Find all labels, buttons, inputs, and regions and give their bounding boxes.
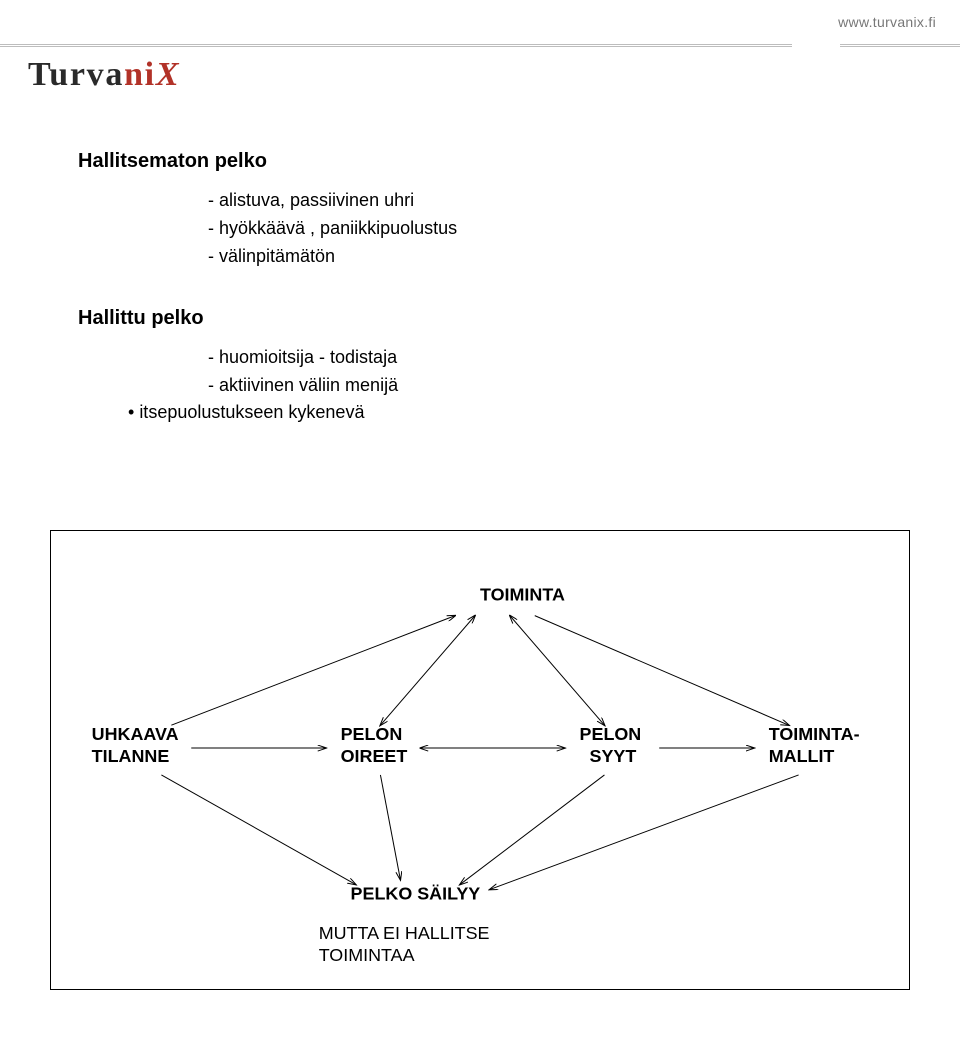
diagram-arrows <box>161 616 798 890</box>
page: www.turvanix.fi TurvaniX Hallitsematon p… <box>0 0 960 1044</box>
diagram-container: TOIMINTAUHKAAVATILANNEPELONOIREETPELONSY… <box>50 530 910 990</box>
svg-text:PELON: PELON <box>580 724 642 744</box>
logo-ni: ni <box>124 56 156 93</box>
section2-line-0: - huomioitsija - todistaja <box>208 344 900 372</box>
svg-text:MALLIT: MALLIT <box>769 746 835 766</box>
svg-text:TOIMINTA-: TOIMINTA- <box>769 724 860 744</box>
svg-text:SYYT: SYYT <box>590 746 637 766</box>
diagram-labels: TOIMINTAUHKAAVATILANNEPELONOIREETPELONSY… <box>92 585 860 965</box>
diagram-svg: TOIMINTAUHKAAVATILANNEPELONOIREETPELONSY… <box>51 531 909 989</box>
svg-text:UHKAAVA: UHKAAVA <box>92 724 179 744</box>
header-url: www.turvanix.fi <box>838 14 936 30</box>
svg-text:MUTTA EI HALLITSE: MUTTA EI HALLITSE <box>319 923 490 943</box>
header-rule-left <box>0 44 792 47</box>
svg-text:TILANNE: TILANNE <box>92 746 170 766</box>
section2-bullet: itsepuolustukseen kykenevä <box>128 399 900 427</box>
section2: Hallittu pelko - huomioitsija - todistaj… <box>78 307 900 428</box>
logo-part1: Turva <box>28 56 124 93</box>
svg-text:TOIMINTA: TOIMINTA <box>480 585 565 605</box>
header-rule-right <box>840 44 960 47</box>
logo: TurvaniX <box>28 56 180 94</box>
section2-line-1: - aktiivinen väliin menijä <box>208 372 900 400</box>
logo-part2: niX <box>124 56 180 93</box>
logo-x: X <box>156 56 180 93</box>
section1-line-0: - alistuva, passiivinen uhri <box>208 187 900 215</box>
svg-text:OIREET: OIREET <box>341 746 408 766</box>
svg-text:TOIMINTAA: TOIMINTAA <box>319 945 415 965</box>
section1-line-2: - välinpitämätön <box>208 243 900 271</box>
section1-line-1: - hyökkäävä , paniikkipuolustus <box>208 215 900 243</box>
svg-text:PELON: PELON <box>341 724 403 744</box>
section1-title: Hallitsematon pelko <box>78 150 900 173</box>
content-area: Hallitsematon pelko - alistuva, passiivi… <box>78 150 900 427</box>
svg-text:PELKO SÄILYY: PELKO SÄILYY <box>351 883 481 903</box>
section2-title: Hallittu pelko <box>78 307 900 330</box>
